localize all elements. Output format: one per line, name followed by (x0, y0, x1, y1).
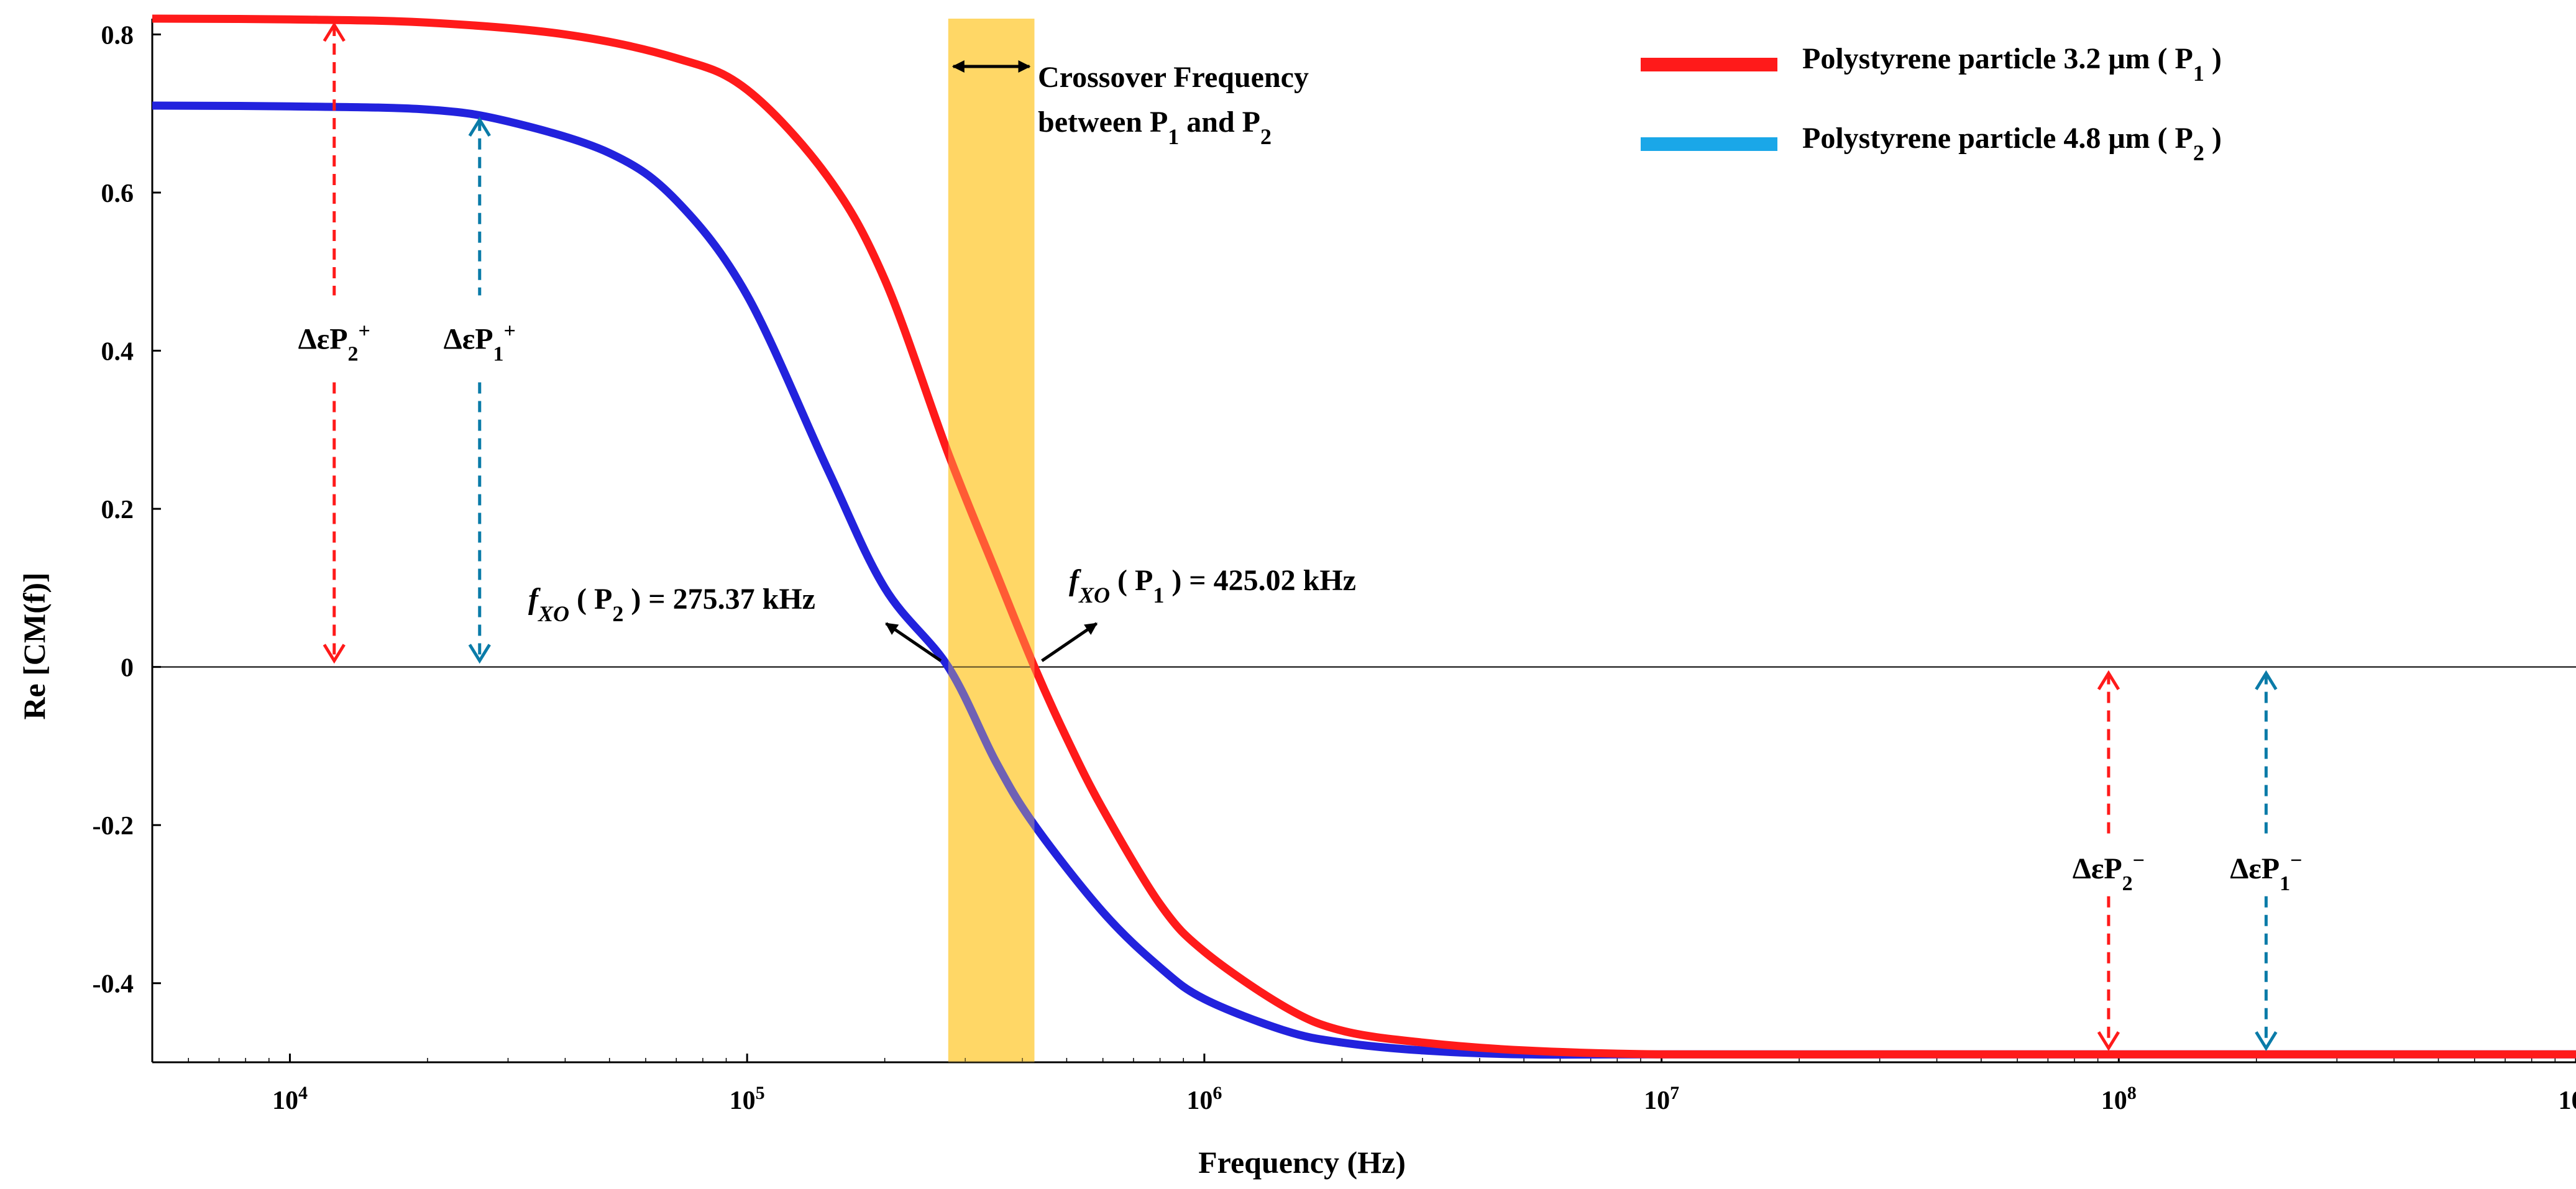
x-tick-label: 104 (272, 1083, 308, 1116)
delta-arrow-p2-plus: ΔεP2+ (298, 22, 370, 664)
x-tick-label: 105 (730, 1083, 765, 1116)
x-tick-label: 106 (1186, 1083, 1222, 1116)
delta-arrow-head (2255, 670, 2278, 690)
legend-label-p2: Polystyrene particle 4.8 μm ( P2 ) (1802, 122, 2222, 165)
crossover-band-overlay (948, 19, 1035, 1062)
delta-label-p2-plus: ΔεP2+ (298, 319, 370, 365)
series-line-2 (152, 101, 2576, 1059)
delta-label-p1-minus: ΔεP1− (2230, 849, 2302, 895)
delta-arrow-head (468, 644, 491, 664)
fxo-p2-arrow (885, 622, 942, 662)
y-tick-label: 0.4 (101, 338, 134, 367)
delta-arrow-p1-minus: ΔεP1− (2230, 670, 2303, 1052)
fxo-p1-label: fXO ( P1 ) = 425.02 kHz (1069, 564, 1356, 608)
x-tick-label: 108 (2101, 1083, 2137, 1116)
delta-label-p2-minus: ΔεP2− (2073, 849, 2145, 895)
fxo-p2-label: fXO ( P2 ) = 275.37 kHz (528, 583, 815, 626)
svg-text:Crossover Frequency: Crossover Frequency (1038, 61, 1309, 94)
x-tick-label: 109 (2559, 1083, 2576, 1116)
x-tick-label: 107 (1644, 1083, 1679, 1116)
y-tick-label: 0.6 (101, 180, 134, 208)
delta-arrow-head (323, 22, 346, 42)
delta-arrow-head (468, 116, 491, 137)
delta-arrow-p1-plus: ΔεP1+ (444, 116, 516, 664)
delta-arrow-head (323, 644, 346, 664)
fxo-p1-arrow (1041, 622, 1098, 662)
x-axis-title: Frequency (Hz) (1198, 1145, 1406, 1180)
delta-arrow-head (2097, 1031, 2120, 1052)
delta-label-p1-plus: ΔεP1+ (444, 319, 516, 365)
y-axis-title: Re [CM(f)] (17, 572, 52, 719)
delta-arrow-head (2255, 1031, 2278, 1052)
y-tick-label: -0.2 (93, 812, 134, 840)
svg-text:between P1 and P2: between P1 and P2 (1038, 106, 1272, 149)
crossover-label: Crossover Frequency between P1 and P2 (1038, 61, 1309, 149)
delta-arrow-p2-minus: ΔεP2− (2073, 670, 2145, 1052)
legend-label-p1: Polystyrene particle 3.2 μm ( P1 ) (1802, 42, 2222, 86)
y-tick-label: 0.8 (101, 21, 134, 50)
y-tick-label: 0.2 (101, 496, 134, 524)
y-tick-label: 0 (121, 654, 134, 683)
series-line-1 (152, 14, 2576, 1059)
delta-arrow-head (2097, 670, 2120, 690)
legend: Polystyrene particle 3.2 μm ( P1 ) Polys… (1641, 42, 2222, 165)
y-tick-label: -0.4 (93, 970, 134, 999)
crossover-band (948, 19, 1035, 1062)
